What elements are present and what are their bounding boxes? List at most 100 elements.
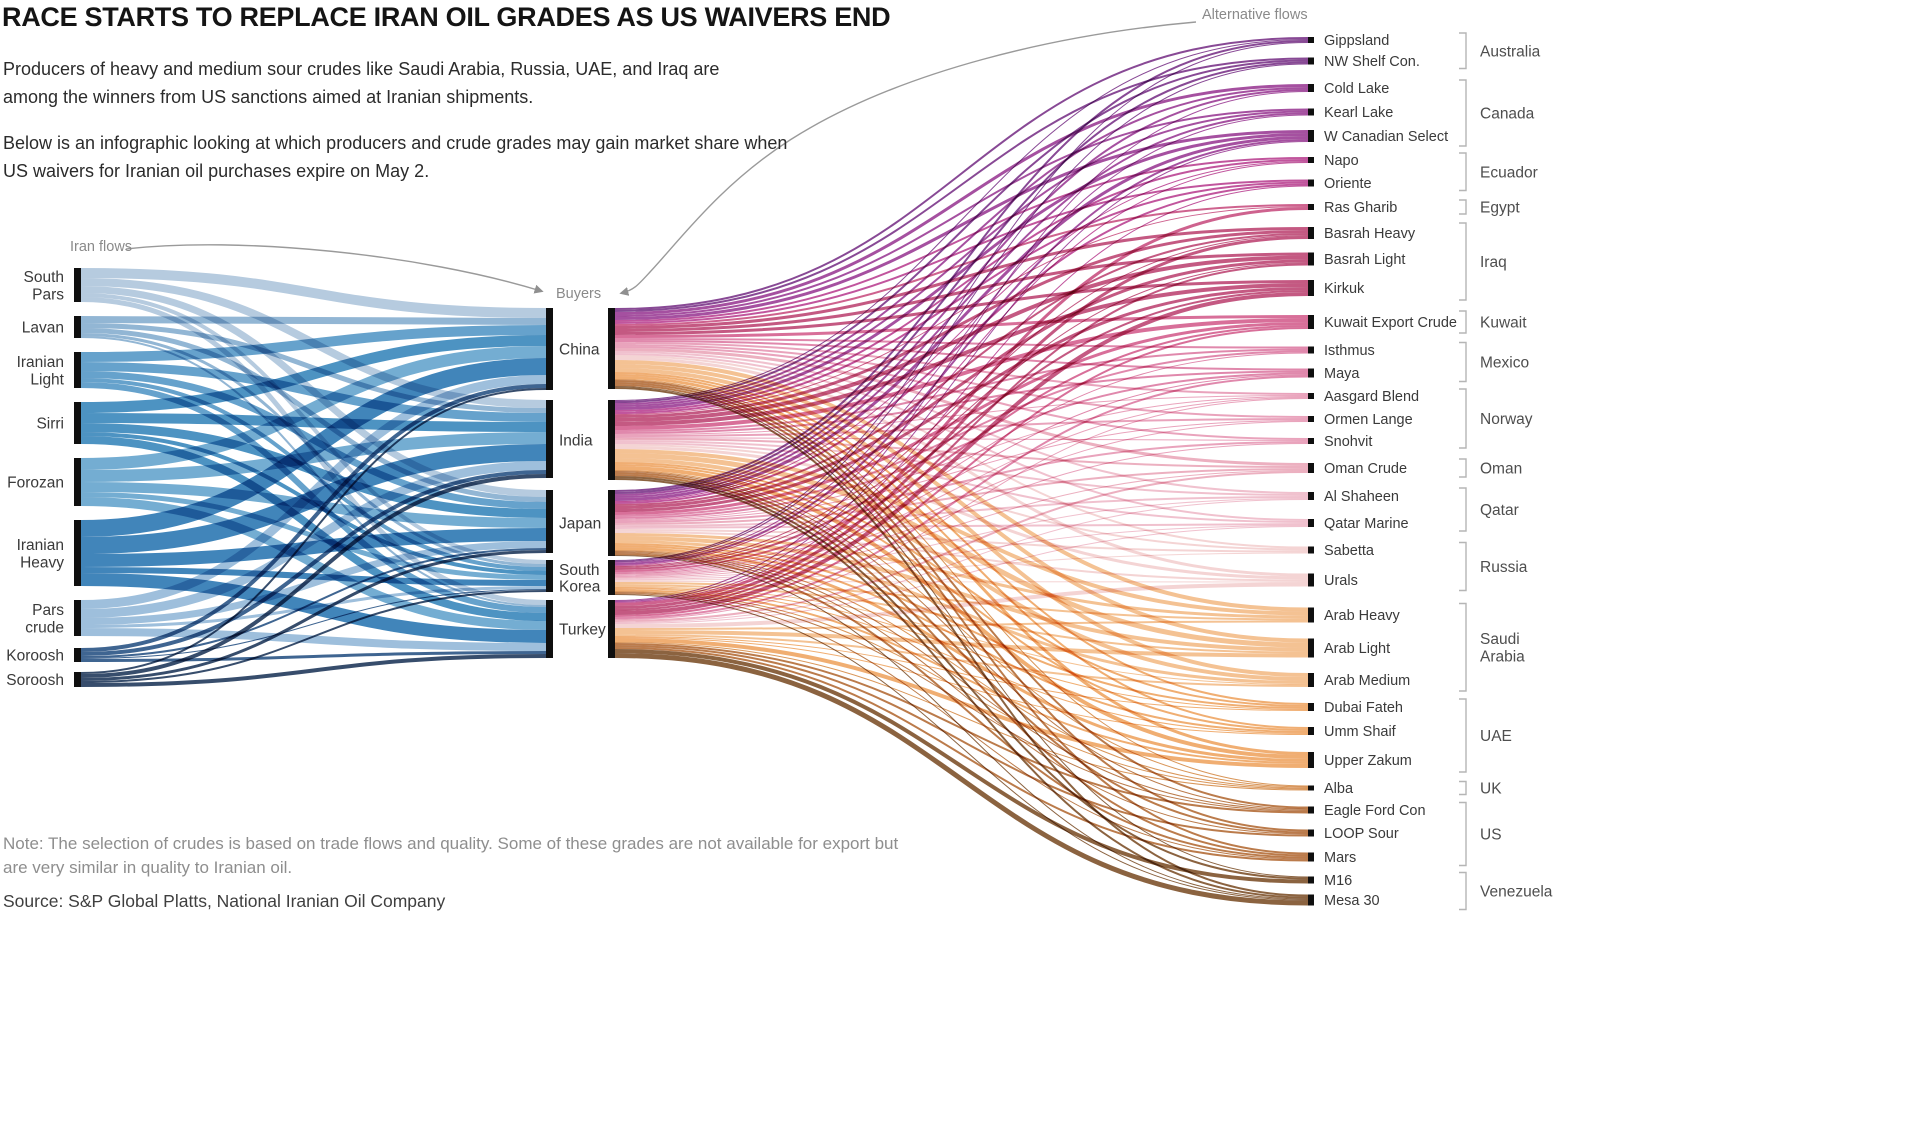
alternative-node-label: Maya — [1324, 366, 1360, 382]
label-line: Kearl Lake — [1324, 105, 1393, 121]
iran-flow — [80, 654, 547, 687]
country-bracket — [1459, 152, 1467, 192]
alternative-flow — [614, 57, 1309, 312]
iran-flow — [80, 316, 547, 325]
alternative-node-bar — [1308, 638, 1314, 658]
country-label: Saudi Arabia — [1480, 631, 1525, 666]
label-line: Iraq — [1480, 254, 1507, 271]
iran-node-label: Lavan — [22, 320, 64, 337]
alternative-flow — [614, 437, 1309, 441]
iran-flow — [80, 413, 547, 432]
iran-flow — [80, 358, 547, 537]
iran-node-label: Koroosh — [6, 648, 64, 665]
alternative-flow — [614, 636, 1309, 711]
alternative-flow — [614, 252, 1309, 332]
iran-node-label: South Pars — [23, 269, 64, 304]
alternative-flow — [614, 591, 1309, 790]
label-line: Basrah Light — [1324, 252, 1405, 268]
alternative-node-label: Kirkuk — [1324, 281, 1365, 297]
label-line: Iranian — [17, 537, 64, 554]
label-line: Japan — [559, 516, 601, 533]
label-line: Arab Medium — [1324, 673, 1410, 689]
alternative-node-label: Qatar Marine — [1324, 516, 1409, 532]
label-line: Turkey — [559, 622, 606, 639]
label-line: Dubai Fateh — [1324, 700, 1403, 716]
label-line: Mesa 30 — [1324, 893, 1380, 909]
country-bracket — [1459, 698, 1467, 773]
intro-paragraph-1: Producers of heavy and medium sour crude… — [3, 59, 720, 107]
alternative-flow — [614, 418, 1309, 437]
alternative-flow — [614, 380, 1309, 809]
label-line: Kirkuk — [1324, 281, 1365, 297]
alternative-flow — [614, 108, 1309, 317]
alternative-flow — [614, 386, 1309, 878]
iran-flow — [80, 586, 547, 628]
buyer-out-bar — [608, 400, 615, 480]
alternative-flow — [614, 444, 1309, 551]
label-line: Lavan — [22, 320, 64, 337]
alternative-flow — [614, 348, 1309, 432]
label-line: Cold Lake — [1324, 81, 1389, 97]
alternative-flow — [614, 350, 1309, 517]
alternative-node-label: Cold Lake — [1324, 81, 1389, 97]
alternative-flow — [614, 130, 1309, 320]
alternative-flow — [614, 446, 1309, 580]
alternative-flow — [614, 587, 1309, 710]
alternative-flow — [614, 592, 1309, 812]
alternative-flow — [614, 472, 1309, 834]
country-label: Egypt — [1480, 200, 1520, 217]
label-line: LOOP Sour — [1324, 826, 1399, 842]
buyer-label: China — [559, 342, 600, 359]
alternative-node-label: Eagle Ford Con — [1324, 803, 1426, 819]
buyer-label: India — [559, 433, 593, 450]
label-line: Pars — [32, 286, 64, 303]
iran-node-bar — [74, 352, 81, 388]
country-label: Australia — [1480, 43, 1541, 60]
iran-flow — [80, 628, 547, 651]
alternative-flow — [614, 649, 1309, 884]
iran-flows-arrow — [125, 244, 544, 294]
buyer-out-bar — [608, 600, 615, 658]
alternative-node-label: Snohvit — [1324, 434, 1372, 450]
iran-node-label: Iranian Light — [17, 354, 65, 389]
alternative-flow — [614, 204, 1309, 326]
alternative-flow — [614, 374, 1309, 729]
alternative-flow — [614, 533, 1309, 619]
alternative-node-bar — [1308, 573, 1314, 587]
iran-node-bar — [74, 402, 81, 444]
alternative-flow — [614, 37, 1309, 310]
label-line: Canada — [1480, 106, 1535, 123]
alternative-flow — [614, 647, 1309, 862]
buyer-in-bar — [546, 600, 553, 658]
label-line: Arab Light — [1324, 641, 1390, 657]
alternative-flow — [614, 227, 1309, 329]
iran-flow — [80, 590, 547, 683]
buyers-annotation: Buyers — [556, 286, 602, 302]
iran-flow — [80, 375, 547, 609]
buyer-in-bar — [546, 490, 553, 553]
alternative-node-label: Arab Medium — [1324, 673, 1410, 689]
alternative-flows-arrow — [619, 21, 1197, 296]
label-line: Soroosh — [6, 672, 64, 689]
buyer-in-bar — [546, 560, 553, 592]
alternative-flow — [614, 653, 1309, 906]
alternative-flow — [614, 438, 1309, 468]
alternative-flow — [614, 464, 1309, 731]
alternative-flow — [614, 581, 1309, 583]
alternative-flow — [614, 398, 1309, 620]
alternative-flow — [614, 553, 1309, 859]
label-line: Light — [30, 371, 64, 388]
label-line: Oman Crude — [1324, 461, 1407, 477]
alternative-node-bar — [1308, 315, 1314, 329]
alternative-flow — [614, 466, 1309, 759]
iran-node-bar — [74, 316, 81, 338]
iran-flow — [80, 651, 547, 662]
label-line: W Canadian Select — [1324, 129, 1448, 145]
alternative-flow — [614, 645, 1309, 837]
country-bracket — [1459, 79, 1467, 147]
alternative-node-label: Kuwait Export Crude — [1324, 315, 1457, 331]
alternative-node-bar — [1308, 346, 1314, 354]
alternative-flow — [614, 476, 1309, 880]
iran-node-label: Forozan — [7, 475, 64, 492]
